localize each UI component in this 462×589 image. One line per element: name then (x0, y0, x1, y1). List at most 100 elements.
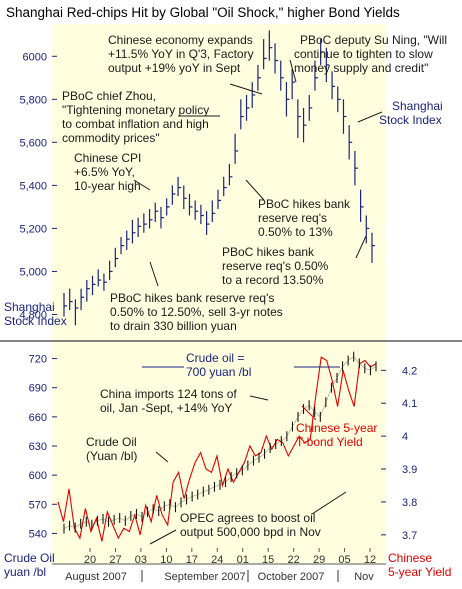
annotation-line: yuan /bl (4, 565, 46, 579)
stock-axis-corner-label: Shanghai Stock Index (4, 300, 67, 328)
annotation-line: Crude Oil (4, 551, 55, 565)
annotation-line: output 500,000 bpd in Nov (180, 525, 321, 539)
annotation-line: Stock Index (379, 113, 442, 127)
annotation-line: T-bond Yield (296, 435, 363, 449)
stock-y-axis: 4,800 5,000 5,200 5,400 5,600 5,800 6000 (19, 51, 57, 321)
x-month-label: Nov (354, 571, 374, 583)
annotation-line: PBoC deputy Su Ning, "Will (300, 33, 447, 47)
stock-annotation-leaders (133, 59, 383, 287)
annotation-line: Chinese 5-year (296, 421, 377, 435)
x-tick-label: 01 (237, 554, 249, 566)
annotation-opec: OPEC agrees to boost oil output 500,000 … (180, 511, 321, 539)
annotation-line: Chinese CPI (74, 151, 141, 165)
oil-y-tick-label: 690 (29, 383, 47, 395)
stock-y-tick-label: 5,800 (19, 94, 47, 106)
annotation-line: 0.50% to 12.50%, sell 3-yr notes (110, 305, 283, 319)
x-tick-label: 05 (338, 554, 350, 566)
annotation-line: (Yuan /bl) (86, 449, 137, 463)
crude-oil-line (63, 356, 377, 529)
annotation-line: PBoC hikes bank (222, 245, 315, 259)
annotation-line: PBoC hikes bank (258, 197, 351, 211)
oil-y-tick-label: 720 (29, 354, 47, 366)
annotation-line: Chinese (388, 551, 432, 565)
x-month-label: August 2007 (65, 571, 127, 583)
annotation-line: continue to tighten to slow (294, 47, 433, 61)
oil-y-tick-label: 570 (29, 499, 47, 511)
x-tick-label: 10 (160, 554, 172, 566)
annotation-su-ning: PBoC deputy Su Ning, "Will continue to t… (294, 33, 450, 75)
annotation-bond-yield: Chinese 5-year T-bond Yield (296, 421, 381, 449)
leader-hike-12-5 (149, 261, 159, 287)
corner-yield-label: Chinese 5-year Yield (388, 551, 451, 579)
stock-annotations: Chinese economy expands +11.5% YoY in Q'… (4, 33, 450, 333)
x-tick-label: 20 (84, 554, 96, 566)
leader-shanghai (357, 111, 383, 123)
leader-su-ning (289, 59, 297, 83)
oil-y-tick-label: 600 (29, 470, 47, 482)
annotation-line: "Tightening monetary policy (62, 103, 209, 117)
annotation-line: commodity prices" (62, 131, 160, 145)
stock-y-tick-label: 5,000 (19, 266, 47, 278)
annotation-china-imports: China imports 124 tons of oil, Jan -Sept… (100, 387, 240, 415)
x-month-label: October 2007 (258, 571, 325, 583)
x-tick-label: 27 (109, 554, 121, 566)
bond-yield-line (57, 356, 377, 542)
annotation-line: to drain 330 billion yuan (110, 319, 237, 333)
annotation-line: Chinese economy expands (108, 33, 253, 47)
annotation-line: money supply and credit" (294, 61, 428, 75)
leader-opec (149, 529, 177, 545)
x-tick-label: 03 (135, 554, 147, 566)
plot-background (52, 24, 386, 564)
annotation-line: output +19% yoY in Sept (108, 61, 241, 75)
yield-y-tick-label: 3.7 (402, 530, 417, 542)
leader-china-imports (249, 395, 269, 401)
annotation-hike-13: PBoC hikes bank reserve req's 0.50% to 1… (258, 197, 353, 239)
leader-cpi (133, 179, 151, 191)
leader-crude-oil (155, 451, 169, 463)
annotation-line: Shanghai (4, 300, 55, 314)
x-axis: 20 27 03 10 17 24 01 15 22 29 05 12 August 2007 Septe… (52, 548, 386, 583)
leader-bond-yield (301, 405, 317, 421)
annotation-crude-700: Crude oil = 700 yuan /bl (186, 351, 251, 379)
oil-annotation-leaders (142, 366, 347, 545)
x-tick-label: 24 (211, 554, 223, 566)
yield-y-tick-label: 3.9 (402, 464, 417, 476)
annotation-line: 700 yuan /bl (186, 365, 251, 379)
annotation-line: 5-year Yield (388, 565, 451, 579)
annotation-line: oil, Jan -Sept, +14% YoY (100, 401, 232, 415)
annotation-hike-13-5: PBoC hikes bank reserve req's 0.50% to a… (222, 245, 332, 287)
annotation-hike-12-5: PBoC hikes bank reserve req's 0.50% to 1… (110, 291, 286, 333)
annotation-line: PBoC hikes bank reserve req's (110, 291, 274, 305)
annotation-line: +6.5% YoY, (74, 165, 135, 179)
stock-y-tick-label: 5,400 (19, 180, 47, 192)
annotation-crude-oil: Crude Oil (Yuan /bl) (86, 435, 140, 463)
yield-y-axis: 3.7 3.8 3.9 4 4.1 4.2 (381, 365, 417, 542)
stock-y-tick-label: 5,200 (19, 223, 47, 235)
oil-and-yield-lines (57, 351, 377, 542)
yield-y-tick-label: 4 (402, 431, 408, 443)
annotation-cpi: Chinese CPI +6.5% YoY, 10-year high (74, 151, 145, 193)
leader-hike-13 (245, 179, 265, 201)
yield-y-tick-label: 4.2 (402, 365, 417, 377)
x-month-label: September 2007 (164, 571, 245, 583)
oil-annotations: Crude oil = 700 yuan /bl China imports 1… (4, 351, 451, 579)
oil-y-tick-label: 630 (29, 441, 47, 453)
corner-oil-label: Crude Oil yuan /bl (4, 551, 58, 579)
annotation-line: reserve req's (258, 211, 327, 225)
leader-economy (229, 83, 263, 95)
annotation-line: to a record 13.50% (222, 273, 324, 287)
annotation-line: reserve req's 0.50% (222, 259, 329, 273)
annotation-line: 10-year high (74, 179, 141, 193)
annotation-line: 0.50% to 13% (258, 225, 333, 239)
annotation-line: to combat inflation and high (62, 117, 209, 131)
x-tick-label: 29 (313, 554, 325, 566)
annotation-line: PBoC chief Zhou, (62, 89, 156, 103)
annotation-line: OPEC agrees to boost oil (180, 511, 315, 525)
yield-y-tick-label: 3.8 (402, 497, 417, 509)
x-tick-label: 17 (186, 554, 198, 566)
chart-title: Shanghai Red-chips Hit by Global "Oil Sh… (6, 5, 400, 20)
oil-y-tick-label: 660 (29, 412, 47, 424)
leader-hike-13-5 (355, 235, 367, 259)
